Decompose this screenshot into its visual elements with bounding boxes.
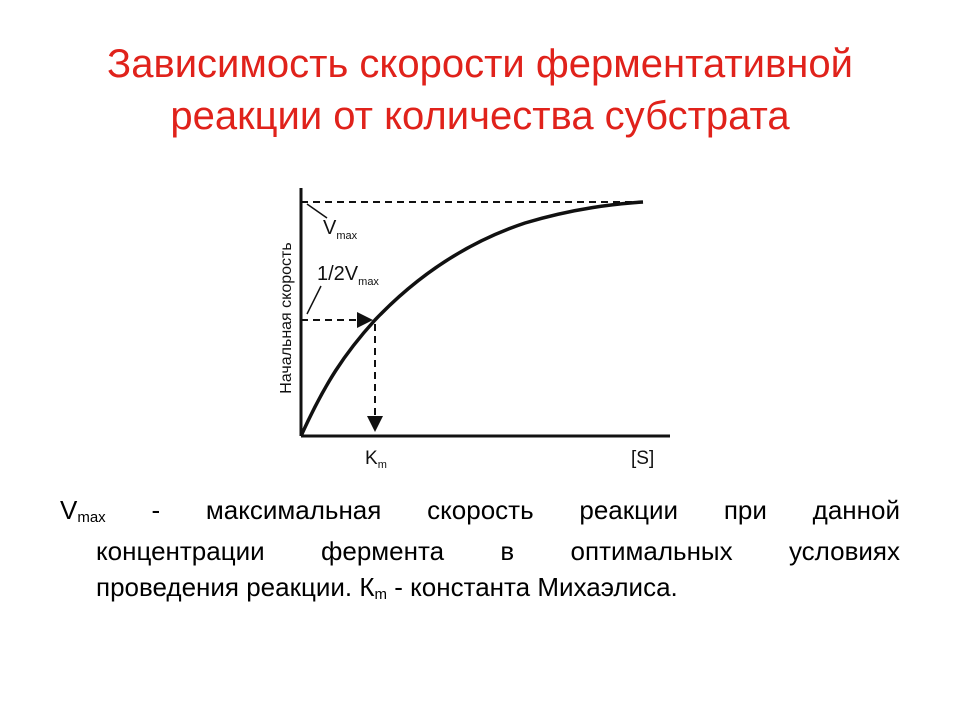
caption-line-1: Vmax - максимальная скорость реакции при… (60, 492, 900, 533)
km-label: Km (365, 448, 387, 471)
slide-title: Зависимость скорости ферментативной реак… (40, 38, 920, 142)
half-vmax-label: 1/2Vmax (317, 263, 379, 288)
vmax-label-sub: max (336, 230, 357, 242)
vmax-pointer-line (306, 203, 328, 219)
half-vmax-label-sub: max (358, 276, 379, 288)
diagram-svg: Начальная скорость Vmax 1/2Vmax Km [S] (278, 188, 670, 471)
caption-line-2: концентрации фермента в оптимальных усло… (96, 536, 900, 566)
title-line-1: Зависимость скорости ферментативной (107, 42, 853, 86)
half-vmax-label-main: 1/2V (317, 263, 359, 285)
caption-text: Vmax - максимальная скорость реакции при… (60, 492, 900, 610)
michaelis-menten-diagram: Начальная скорость Vmax 1/2Vmax Km [S] (265, 168, 685, 483)
saturation-curve (299, 200, 644, 437)
km-label-main: K (365, 448, 378, 469)
caption-line-3: проведения реакции. Кm - константа Михаэ… (60, 569, 900, 610)
caption-line-3-a: проведения реакции. К (96, 572, 375, 602)
caption-vmax-sub: max (77, 509, 106, 526)
caption-km-sub: m (374, 586, 388, 603)
caption-vmax: V (60, 495, 78, 525)
km-label-sub: m (378, 459, 387, 471)
title-line-2: реакции от количества субстрата (170, 94, 790, 138)
y-axis-label: Начальная скорость (278, 242, 295, 393)
vmax-label-main: V (323, 217, 337, 239)
x-axis-label: [S] (631, 448, 654, 469)
half-vmax-pointer-line (306, 285, 322, 315)
caption-line-1-rest: - максимальная скорость реакции при данн… (105, 495, 900, 525)
caption-line-3-b: - константа Михаэлиса. (387, 572, 678, 602)
vmax-label: Vmax (323, 217, 358, 242)
